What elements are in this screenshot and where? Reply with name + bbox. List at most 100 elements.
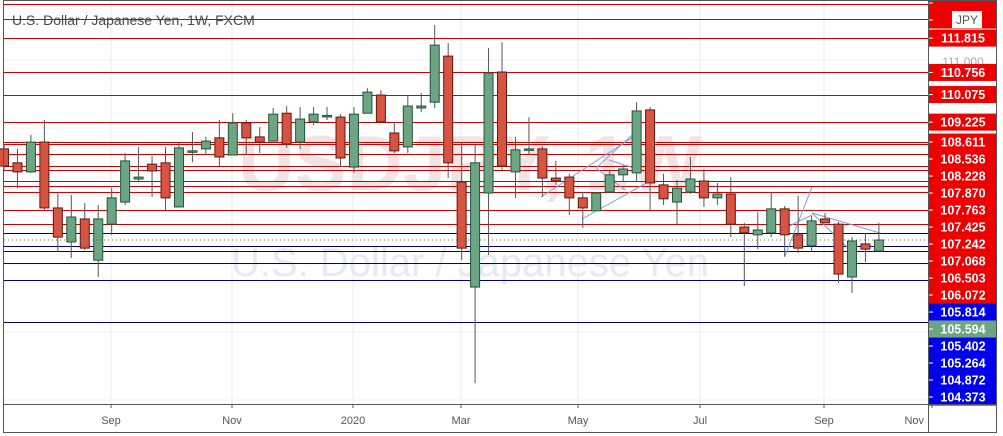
- candle[interactable]: [860, 232, 871, 263]
- candle[interactable]: [389, 121, 400, 154]
- price-label-box: [929, 337, 996, 355]
- candle[interactable]: [833, 221, 844, 283]
- price-label-text: 104.373: [940, 391, 985, 405]
- candle[interactable]: [416, 93, 427, 113]
- candle-body-down: [658, 184, 669, 200]
- candle-body-up: [173, 147, 184, 208]
- candle[interactable]: [779, 205, 790, 257]
- candle[interactable]: [429, 24, 440, 109]
- candle[interactable]: [281, 106, 292, 148]
- candle[interactable]: [39, 120, 50, 210]
- candle-body-up: [873, 239, 884, 252]
- price-label-support: 104.373: [929, 388, 996, 406]
- candle[interactable]: [348, 107, 359, 173]
- currency-badge-box: [952, 11, 982, 28]
- candle[interactable]: [846, 237, 857, 293]
- candle[interactable]: [456, 143, 467, 261]
- candle[interactable]: [254, 127, 265, 154]
- candle[interactable]: [725, 177, 736, 238]
- trendline[interactable]: [540, 134, 637, 198]
- candle[interactable]: [712, 182, 723, 205]
- candle[interactable]: [793, 195, 804, 254]
- candle[interactable]: [672, 180, 682, 225]
- candle[interactable]: [25, 134, 36, 173]
- candle[interactable]: [133, 146, 144, 182]
- candle[interactable]: [604, 169, 615, 193]
- candle-body-up: [322, 114, 333, 118]
- price-label-box: [929, 113, 996, 131]
- candle[interactable]: [375, 90, 386, 123]
- candle-body-up: [470, 162, 481, 288]
- candle[interactable]: [52, 192, 63, 253]
- candle[interactable]: [537, 145, 548, 197]
- candle-body-down: [550, 177, 561, 182]
- candle-body-up: [604, 174, 615, 193]
- candle[interactable]: [187, 132, 198, 163]
- price-label-box: [929, 303, 996, 321]
- candle-body-down: [389, 132, 400, 152]
- candle[interactable]: [66, 194, 77, 258]
- candle[interactable]: [550, 160, 561, 185]
- candle[interactable]: [12, 148, 23, 189]
- candle[interactable]: [268, 108, 279, 142]
- candle[interactable]: [766, 192, 777, 238]
- time-tick-label: 2020: [341, 415, 365, 427]
- trendline[interactable]: [811, 212, 881, 234]
- candle[interactable]: [820, 213, 831, 224]
- candle[interactable]: [698, 168, 709, 207]
- candle[interactable]: [483, 48, 494, 255]
- candle[interactable]: [227, 113, 238, 156]
- price-label-text: 107.870: [940, 187, 985, 201]
- candle-body-up: [133, 176, 144, 180]
- price-label-support: 105.264: [929, 354, 996, 372]
- candle-body-down: [214, 137, 225, 158]
- candle-body-down: [12, 162, 23, 173]
- price-label-box: [929, 388, 996, 406]
- candle[interactable]: [308, 107, 319, 126]
- trendline[interactable]: [811, 212, 851, 251]
- candle[interactable]: [510, 136, 521, 198]
- candle[interactable]: [0, 144, 9, 170]
- candle[interactable]: [658, 173, 669, 205]
- candle[interactable]: [200, 136, 211, 156]
- price-label-text: 107.068: [940, 255, 985, 269]
- candle[interactable]: [160, 146, 171, 210]
- candle-body-up: [846, 240, 857, 278]
- candle[interactable]: [618, 165, 629, 181]
- candle[interactable]: [685, 156, 696, 194]
- candle[interactable]: [214, 120, 225, 167]
- candle[interactable]: [470, 144, 481, 384]
- candle[interactable]: [147, 156, 158, 197]
- currency-badge-label: JPY: [956, 13, 978, 27]
- candle[interactable]: [591, 192, 602, 212]
- candle[interactable]: [106, 188, 117, 235]
- candle[interactable]: [362, 88, 373, 114]
- candle[interactable]: [443, 43, 454, 179]
- candle-body-up: [200, 140, 211, 150]
- candle[interactable]: [806, 216, 817, 252]
- time-axis[interactable]: Sep Nov 2020 Mar May Jul Sep Nov: [101, 404, 933, 427]
- candle[interactable]: [93, 204, 104, 278]
- candle[interactable]: [752, 212, 763, 250]
- candle[interactable]: [402, 96, 413, 154]
- price-axis[interactable]: 111.000111.815110.756110.075109.225108.6…: [929, 0, 996, 406]
- candle[interactable]: [120, 153, 131, 205]
- candle[interactable]: [335, 114, 346, 168]
- candle[interactable]: [241, 120, 252, 156]
- candle[interactable]: [322, 107, 333, 121]
- candle[interactable]: [739, 222, 750, 287]
- candle[interactable]: [577, 192, 588, 229]
- candle[interactable]: [564, 173, 575, 216]
- candle-body-down: [147, 163, 158, 172]
- candle[interactable]: [631, 102, 642, 182]
- candle[interactable]: [79, 203, 90, 251]
- price-label-resistance: 108.536: [929, 150, 996, 168]
- candle[interactable]: [295, 107, 306, 149]
- candle[interactable]: [873, 222, 884, 252]
- trendline[interactable]: [581, 180, 651, 220]
- candle[interactable]: [523, 117, 534, 156]
- candle[interactable]: [645, 107, 656, 210]
- candle[interactable]: [497, 42, 508, 170]
- candle[interactable]: [173, 143, 184, 208]
